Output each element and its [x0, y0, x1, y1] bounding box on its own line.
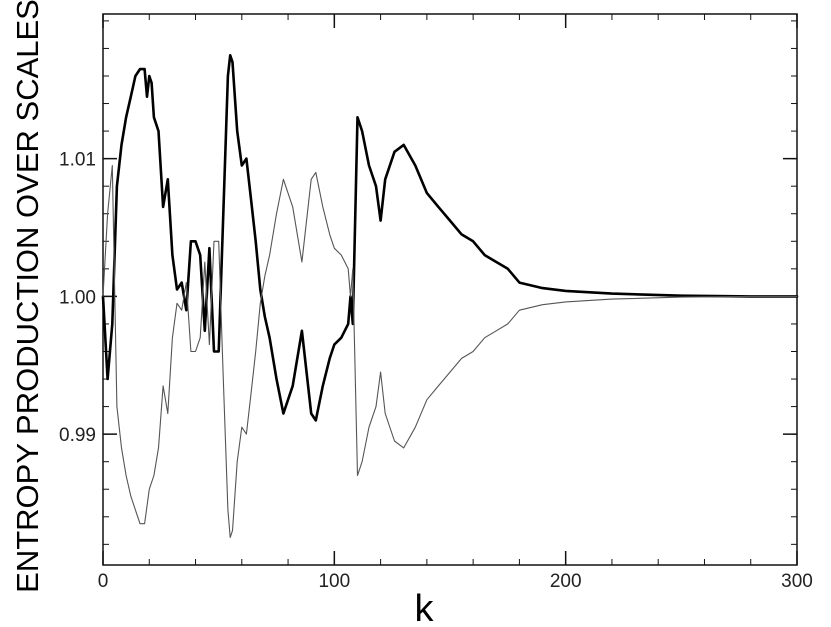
x-tick-label: 200 [550, 571, 582, 592]
thin-series-line [102, 164, 798, 538]
y-tick-label: 1.00 [59, 287, 96, 308]
x-axis-title: k [415, 588, 435, 627]
x-tick-label: 0 [98, 571, 109, 592]
tick-labels: 0 100 200 300 0.99 1.00 1.01 [59, 150, 813, 592]
y-axis-title: ENTROPY PRODUCTION OVER SCALES [10, 0, 45, 593]
y-tick-label: 1.01 [59, 150, 96, 171]
y-tick-label: 0.99 [59, 425, 96, 446]
x-tick-label: 300 [781, 571, 813, 592]
x-tick-label: 100 [318, 571, 350, 592]
series-layer [101, 53, 799, 538]
thick-series-line [101, 53, 799, 422]
